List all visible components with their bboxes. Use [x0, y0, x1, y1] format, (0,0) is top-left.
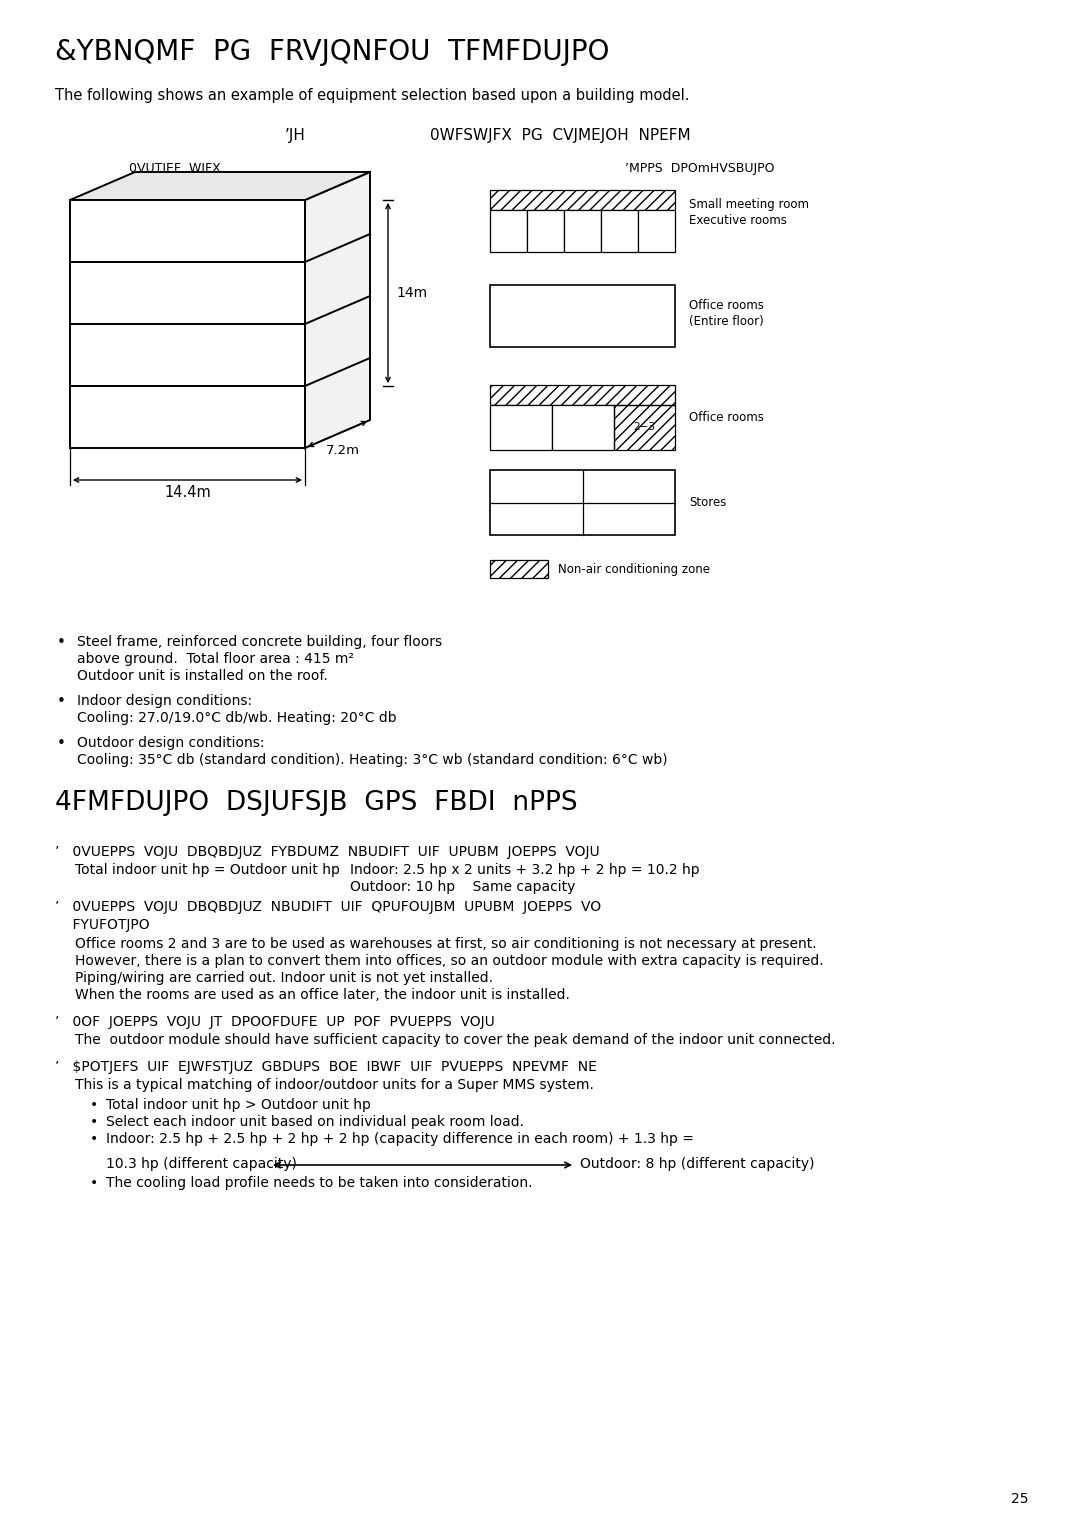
Polygon shape	[70, 200, 305, 447]
Text: 1−4: 1−4	[618, 481, 639, 492]
Text: Outdoor unit is installed on the roof.: Outdoor unit is installed on the roof.	[77, 669, 327, 683]
Bar	[490, 405, 552, 450]
Text: above ground.  Total floor area : 415 m²: above ground. Total floor area : 415 m²	[77, 652, 354, 666]
Text: 10.3 hp (different capacity): 10.3 hp (different capacity)	[106, 1157, 297, 1171]
Bar	[490, 211, 527, 252]
Text: 14.4m: 14.4m	[164, 486, 211, 499]
Bar	[600, 211, 638, 252]
Bar	[490, 470, 675, 534]
Polygon shape	[70, 173, 370, 200]
Text: Outdoor: 8 hp (different capacity): Outdoor: 8 hp (different capacity)	[580, 1157, 814, 1171]
Text: Cooling: 27.0/19.0°C db/wb. Heating: 20°C db: Cooling: 27.0/19.0°C db/wb. Heating: 20°…	[77, 712, 396, 725]
Text: 2F: 2F	[176, 345, 200, 365]
Text: 2−3: 2−3	[634, 423, 656, 432]
Text: 3: 3	[577, 307, 589, 325]
Text: 1F: 1F	[176, 408, 200, 426]
Text: 1−2: 1−2	[525, 513, 548, 524]
Text: •: •	[90, 1115, 98, 1128]
Text: 4−3: 4−3	[571, 226, 594, 237]
Text: Small meeting room: Small meeting room	[689, 199, 809, 211]
Bar	[490, 385, 675, 405]
Text: Office rooms: Office rooms	[689, 411, 764, 425]
Text: Outdoor: 10 hp    Same capacity: Outdoor: 10 hp Same capacity	[350, 880, 576, 893]
Text: ’   0OF  JOEPPS  VOJU  JT  DPOOFDUFE  UP  POF  PVUEPPS  VOJU: ’ 0OF JOEPPS VOJU JT DPOOFDUFE UP POF PV…	[55, 1015, 495, 1029]
Text: The following shows an example of equipment selection based upon a building mode: The following shows an example of equipm…	[55, 89, 689, 102]
Bar	[490, 560, 548, 579]
Text: Total indoor unit hp > Outdoor unit hp: Total indoor unit hp > Outdoor unit hp	[106, 1098, 370, 1112]
Text: 4−4: 4−4	[608, 226, 631, 237]
Bar	[490, 286, 675, 347]
Bar	[638, 211, 675, 252]
Text: The  outdoor module should have sufficient capacity to cover the peak demand of : The outdoor module should have sufficien…	[75, 1032, 836, 1048]
Text: Cooling: 35°C db (standard condition). Heating: 3°C wb (standard condition: 6°C : Cooling: 35°C db (standard condition). H…	[77, 753, 667, 767]
Text: Stores: Stores	[689, 496, 727, 508]
Bar	[564, 211, 600, 252]
Text: Indoor design conditions:: Indoor design conditions:	[77, 693, 252, 709]
Text: 4−1: 4−1	[498, 226, 519, 237]
Text: This is a typical matching of indoor/outdoor units for a Super MMS system.: This is a typical matching of indoor/out…	[75, 1078, 594, 1092]
Text: 0VUTJEF  WJFX: 0VUTJEF WJFX	[130, 162, 221, 176]
Text: 1−3: 1−3	[618, 513, 639, 524]
Text: •: •	[90, 1176, 98, 1190]
Text: •: •	[90, 1098, 98, 1112]
Text: ’   0VUEPPS  VOJU  DBQBDJUZ  NBUDIFT  UIF  QPUFOUJBM  UPUBM  JOEPPS  VO: ’ 0VUEPPS VOJU DBQBDJUZ NBUDIFT UIF QPUF…	[55, 899, 602, 915]
Text: &YBNQMF  PG  FRVJQNFOU  TFMFDUJPO: &YBNQMF PG FRVJQNFOU TFMFDUJPO	[55, 38, 609, 66]
Text: When the rooms are used as an office later, the indoor unit is installed.: When the rooms are used as an office lat…	[75, 988, 570, 1002]
Text: 14m: 14m	[396, 286, 427, 299]
Polygon shape	[305, 173, 370, 447]
Bar	[527, 211, 564, 252]
Text: Outdoor design conditions:: Outdoor design conditions:	[77, 736, 265, 750]
Text: Indoor: 2.5 hp x 2 units + 3.2 hp + 2 hp = 10.2 hp: Indoor: 2.5 hp x 2 units + 3.2 hp + 2 hp…	[350, 863, 700, 876]
Text: Non-air conditioning zone: Non-air conditioning zone	[558, 562, 710, 576]
Text: 3F: 3F	[176, 284, 200, 302]
Text: 2−2: 2−2	[572, 423, 594, 432]
Text: The cooling load profile needs to be taken into consideration.: The cooling load profile needs to be tak…	[106, 1176, 532, 1190]
Text: ’   $POTJEFS  UIF  EJWFSTJUZ  GBDUPS  BOE  IBWF  UIF  PVUEPPS  NPEVMF  NE: ’ $POTJEFS UIF EJWFSTJUZ GBDUPS BOE IBWF…	[55, 1060, 597, 1073]
Text: Indoor: 2.5 hp + 2.5 hp + 2 hp + 2 hp (capacity difference in each room) + 1.3 h: Indoor: 2.5 hp + 2.5 hp + 2 hp + 2 hp (c…	[106, 1132, 693, 1145]
Text: •: •	[57, 635, 66, 651]
Text: Select each indoor unit based on individual peak room load.: Select each indoor unit based on individ…	[106, 1115, 524, 1128]
Text: Office rooms 2 and 3 are to be used as warehouses at first, so air conditioning : Office rooms 2 and 3 are to be used as w…	[75, 938, 816, 951]
Text: •: •	[57, 693, 66, 709]
Text: 4−5: 4−5	[646, 226, 667, 237]
Text: 4FMFDUJPO  DSJUFSJB  GPS  FBDI  nPPS: 4FMFDUJPO DSJUFSJB GPS FBDI nPPS	[55, 789, 578, 815]
Text: 4−2: 4−2	[535, 226, 556, 237]
Text: 4F: 4F	[176, 221, 200, 240]
Bar	[552, 405, 615, 450]
Text: 25: 25	[1011, 1492, 1029, 1506]
Text: ’MPPS  DPOmHVSBUJPO: ’MPPS DPOmHVSBUJPO	[625, 162, 774, 176]
Text: (Entire floor): (Entire floor)	[689, 315, 764, 328]
Text: •: •	[57, 736, 66, 751]
Text: 1−1: 1−1	[525, 481, 548, 492]
Text: Piping/wiring are carried out. Indoor unit is not yet installed.: Piping/wiring are carried out. Indoor un…	[75, 971, 492, 985]
Text: Steel frame, reinforced concrete building, four floors: Steel frame, reinforced concrete buildin…	[77, 635, 442, 649]
Text: Office rooms: Office rooms	[689, 299, 764, 312]
Bar	[490, 189, 675, 211]
Text: FYUFOTJPO: FYUFOTJPO	[55, 918, 150, 931]
Bar	[615, 405, 675, 450]
Text: However, there is a plan to convert them into offices, so an outdoor module with: However, there is a plan to convert them…	[75, 954, 824, 968]
Text: ’   0VUEPPS  VOJU  DBQBDJUZ  FYBDUMZ  NBUDIFT  UIF  UPUBM  JOEPPS  VOJU: ’ 0VUEPPS VOJU DBQBDJUZ FYBDUMZ NBUDIFT …	[55, 844, 599, 860]
Text: Executive rooms: Executive rooms	[689, 214, 787, 228]
Text: •: •	[90, 1132, 98, 1145]
Text: ’JH: ’JH	[284, 128, 306, 144]
Text: 7.2m: 7.2m	[325, 444, 360, 457]
Text: 0WFSWJFX  PG  CVJMEJOH  NPEFM: 0WFSWJFX PG CVJMEJOH NPEFM	[430, 128, 690, 144]
Text: 2−1: 2−1	[510, 423, 532, 432]
Text: Total indoor unit hp = Outdoor unit hp: Total indoor unit hp = Outdoor unit hp	[75, 863, 340, 876]
